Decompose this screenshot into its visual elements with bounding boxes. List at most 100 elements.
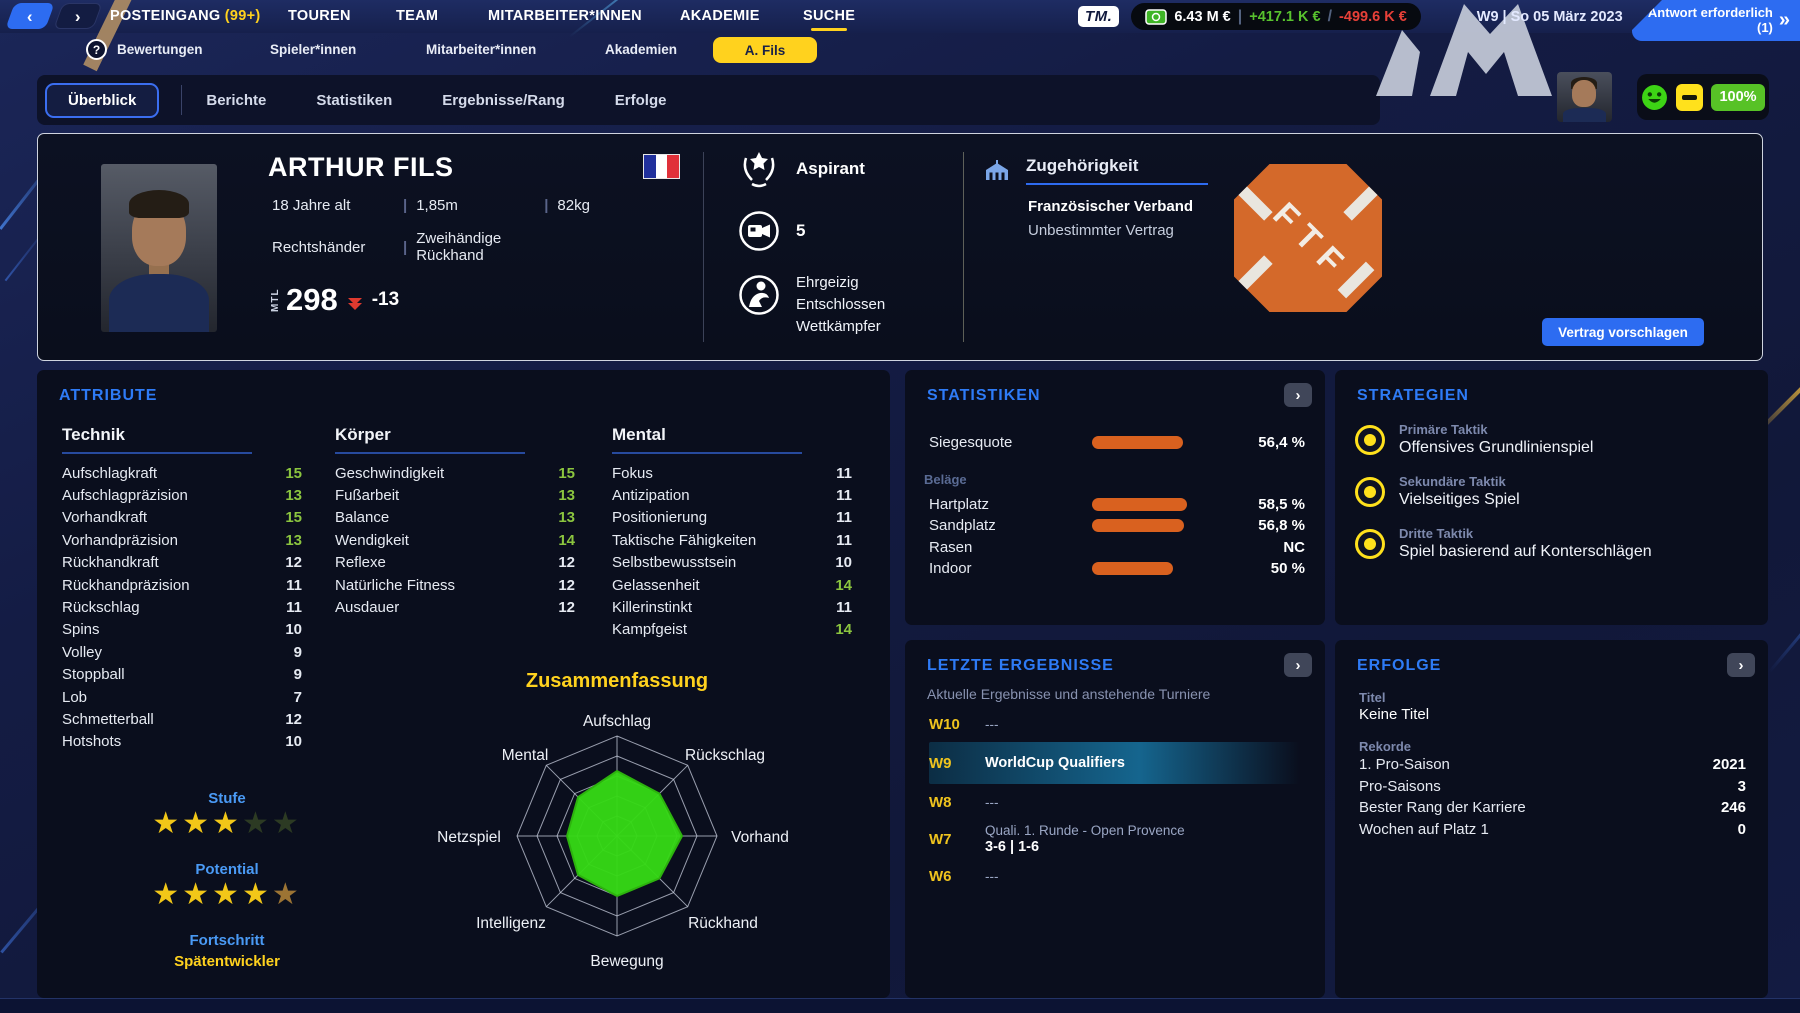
attribute-label: Schmetterball xyxy=(62,710,154,728)
open-achievements-button[interactable]: › xyxy=(1727,653,1755,677)
surface-row: Sandplatz 56,8 % xyxy=(929,516,1305,536)
media-camera-icon xyxy=(739,211,779,251)
player-header-panel: ARTHUR FILS 18 Jahre alt | 1,85m | 82kg … xyxy=(37,133,1763,361)
week-label: W7 xyxy=(929,830,952,848)
attribute-value: 14 xyxy=(835,576,852,594)
subnav-item-spielerinnen[interactable]: Spieler*innen xyxy=(270,42,357,57)
attribute-label: Positionierung xyxy=(612,509,708,527)
result-line1: --- xyxy=(985,868,999,884)
attribute-value: 10 xyxy=(285,733,302,751)
week-label: W6 xyxy=(929,867,952,885)
affiliation-title: Zugehörigkeit xyxy=(1026,156,1139,175)
record-value: 2021 xyxy=(1712,756,1746,774)
attribute-label: Vorhandpräzision xyxy=(62,531,178,549)
attribute-row: Vorhandkraft 15 xyxy=(62,507,302,529)
attribute-label: Aufschlagkraft xyxy=(62,464,158,482)
attribute-value: 10 xyxy=(285,621,302,639)
attribute-value: 11 xyxy=(286,599,302,617)
nav-item-team[interactable]: TEAM xyxy=(396,8,439,24)
tab-berichte[interactable]: Berichte xyxy=(206,91,267,109)
attribute-label: Vorhandkraft xyxy=(62,509,148,527)
subnav-item-mitarbeiterinnen[interactable]: Mitarbeiter*innen xyxy=(426,42,537,57)
help-button[interactable]: ? xyxy=(86,39,107,60)
attribute-label: Rückhandkraft xyxy=(62,554,159,572)
strategies-title: STRATEGIEN xyxy=(1357,387,1469,404)
tactic-label: Primäre Taktik xyxy=(1399,422,1488,437)
subnav-active-player-pill[interactable]: A. Fils xyxy=(713,37,817,63)
statistics-title: STATISTIKEN xyxy=(927,387,1041,404)
attribute-row: Balance 13 xyxy=(335,507,575,529)
nav-item-posteingang[interactable]: POSTEINGANG (99+) xyxy=(110,8,261,24)
result-row[interactable]: W6 --- xyxy=(929,862,1311,890)
top-right-cluster: TM. 6.43 M € | +417.1 K € / -499.6 K € W… xyxy=(1078,0,1623,33)
radar-label: Rückhand xyxy=(688,915,758,932)
tab-statistiken[interactable]: Statistiken xyxy=(316,91,393,109)
result-row[interactable]: W7 Quali. 1. Runde - Open Provence 3-6 |… xyxy=(929,818,1311,860)
star-full: ★ xyxy=(212,807,242,840)
mood-smiley-icon xyxy=(1642,84,1667,110)
attribute-row: Ausdauer 12 xyxy=(335,596,575,618)
attribute-row: Aufschlagkraft 15 xyxy=(62,462,302,484)
attribute-label: Kampfgeist xyxy=(612,621,688,639)
attribute-label: Taktische Fähigkeiten xyxy=(612,531,757,549)
attribute-row: Rückhandpräzision 11 xyxy=(62,574,302,596)
stat-label: Indoor xyxy=(929,560,972,577)
result-row[interactable]: W10 --- xyxy=(929,710,1311,738)
player-backhand: Zweihändige Rückhand xyxy=(416,230,502,264)
attribute-row: Reflexe 12 xyxy=(335,552,575,574)
forward-button[interactable]: › xyxy=(53,3,103,29)
result-row[interactable]: W8 --- xyxy=(929,788,1311,816)
tactic-value: Spiel basierend auf Konterschlägen xyxy=(1399,543,1652,560)
attribute-value: 7 xyxy=(293,688,302,706)
radar-label: Vorhand xyxy=(731,829,789,846)
strategies-panel: STRATEGIEN Primäre Taktik Offensives Gru… xyxy=(1335,370,1768,625)
strategy-item: Sekundäre Taktik Vielseitiges Spiel xyxy=(1355,474,1752,509)
surfaces-label: Beläge xyxy=(924,472,967,487)
attribute-value: 12 xyxy=(285,710,302,728)
subnav-item-bewertungen[interactable]: Bewertungen xyxy=(117,42,203,57)
attribute-value: 12 xyxy=(558,554,575,572)
attribute-value: 13 xyxy=(558,509,575,527)
answer-required-button[interactable]: Antwort erforderlich (1) » xyxy=(1632,0,1800,41)
tab-ueberblick[interactable]: Überblick xyxy=(45,82,160,118)
strategy-item: Primäre Taktik Offensives Grundlinienspi… xyxy=(1355,422,1752,457)
back-button[interactable]: ‹ xyxy=(5,3,55,29)
potential-label: Potential xyxy=(195,861,259,878)
nav-item-mitarbeiterinnen[interactable]: MITARBEITER*INNEN xyxy=(488,8,642,24)
stat-value: 50 % xyxy=(1270,560,1305,577)
result-line1: --- xyxy=(985,794,999,810)
attribute-row: Natürliche Fitness 12 xyxy=(335,574,575,596)
finances-pill[interactable]: 6.43 M € | +417.1 K € / -499.6 K € xyxy=(1131,3,1421,30)
attribute-label: Rückhandpräzision xyxy=(62,576,190,594)
divider xyxy=(703,152,704,342)
attribute-label: Fußarbeit xyxy=(335,487,400,505)
tactic-label: Dritte Taktik xyxy=(1399,526,1474,541)
result-row[interactable]: W9 WorldCup Qualifiers xyxy=(929,742,1311,784)
trait: Wettkämpfer xyxy=(796,318,881,335)
week-label: W10 xyxy=(929,715,960,733)
trait: Ehrgeizig xyxy=(796,274,859,291)
rank-drop-icon xyxy=(347,298,362,310)
nav-item-akademie[interactable]: AKADEMIE xyxy=(680,8,760,24)
money-icon xyxy=(1145,8,1168,25)
propose-contract-button[interactable]: Vertrag vorschlagen xyxy=(1542,318,1704,346)
tab-ergebnisse-rang[interactable]: Ergebnisse/Rang xyxy=(442,91,565,109)
game-date: W9 | So 05 März 2023 xyxy=(1476,8,1623,25)
open-statistics-button[interactable]: › xyxy=(1284,383,1312,407)
open-results-button[interactable]: › xyxy=(1284,653,1312,677)
player-mini-avatar[interactable] xyxy=(1557,72,1612,122)
nav-item-touren[interactable]: TOUREN xyxy=(288,8,351,24)
player-tab-bar: Überblick Berichte Statistiken Ergebniss… xyxy=(37,75,1380,125)
tab-erfolge[interactable]: Erfolge xyxy=(614,91,667,109)
attributes-panel: ATTRIBUTE Technik Aufschlagkraft 15 Aufs… xyxy=(37,370,890,998)
attribute-row: Taktische Fähigkeiten 11 xyxy=(612,529,852,551)
decor-underline xyxy=(1026,183,1208,185)
record-label: Bester Rang der Karriere xyxy=(1359,799,1526,817)
subnav-item-akademien[interactable]: Akademien xyxy=(605,42,678,57)
nav-item-suche[interactable]: SUCHE xyxy=(803,8,855,31)
radar-plot xyxy=(516,735,718,937)
record-row: Bester Rang der Karriere 246 xyxy=(1359,797,1746,819)
player-handedness: Rechtshänder xyxy=(272,238,366,256)
level-potential-block: Stufe ★★★★★ Potential ★★★★★ Fortschritt … xyxy=(82,790,372,970)
attribute-row: Spins 10 xyxy=(62,619,302,641)
